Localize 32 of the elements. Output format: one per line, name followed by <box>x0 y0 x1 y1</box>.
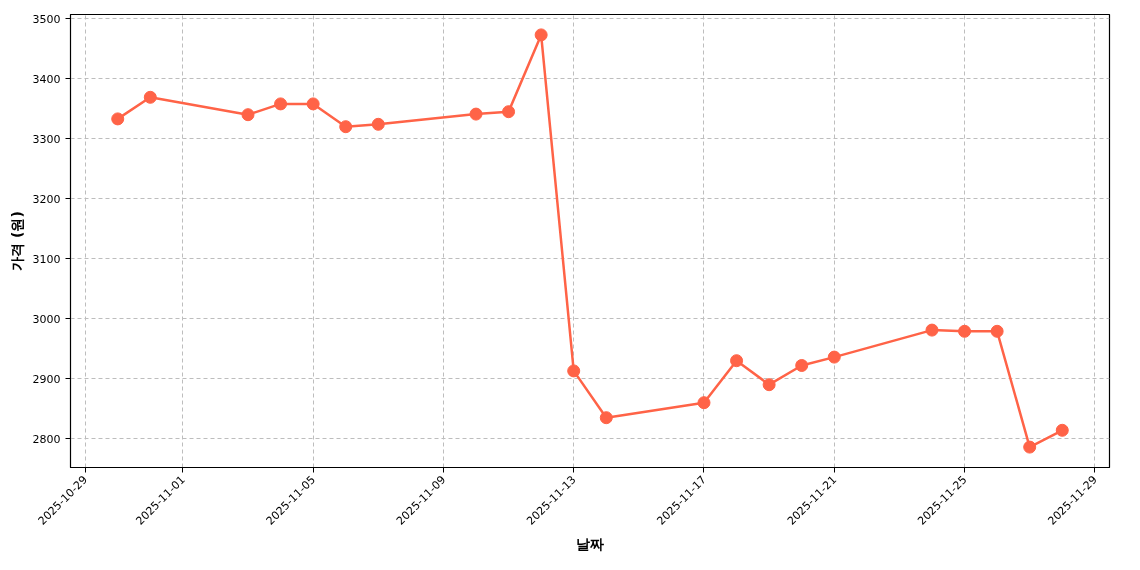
point <box>567 364 581 378</box>
point <box>371 117 385 131</box>
y-tick-label: 2800 <box>32 432 61 446</box>
point <box>306 97 320 111</box>
point <box>502 105 516 119</box>
point <box>827 350 841 364</box>
point <box>469 107 483 121</box>
point <box>762 378 776 392</box>
point <box>1023 440 1037 454</box>
point <box>339 120 353 134</box>
y-tick-label: 3400 <box>32 72 61 86</box>
point <box>730 354 744 368</box>
y-tick-label: 3200 <box>32 192 61 206</box>
y-tick-label: 2900 <box>32 372 61 386</box>
point <box>795 359 809 372</box>
point <box>697 396 711 410</box>
point <box>958 324 972 338</box>
point <box>990 324 1004 338</box>
point <box>925 323 939 337</box>
point <box>1055 423 1069 437</box>
point <box>274 97 288 111</box>
y-axis-title: 가격 (원) <box>8 211 25 271</box>
point <box>534 28 548 42</box>
point <box>143 90 157 104</box>
y-tick-label: 3000 <box>32 312 61 326</box>
point <box>599 411 613 425</box>
x-axis-title: 날짜 <box>576 536 604 553</box>
point <box>241 108 255 122</box>
y-tick-label: 3100 <box>32 252 61 266</box>
y-tick-label: 3500 <box>32 12 61 26</box>
point <box>111 112 125 126</box>
y-tick-label: 3300 <box>32 132 61 146</box>
